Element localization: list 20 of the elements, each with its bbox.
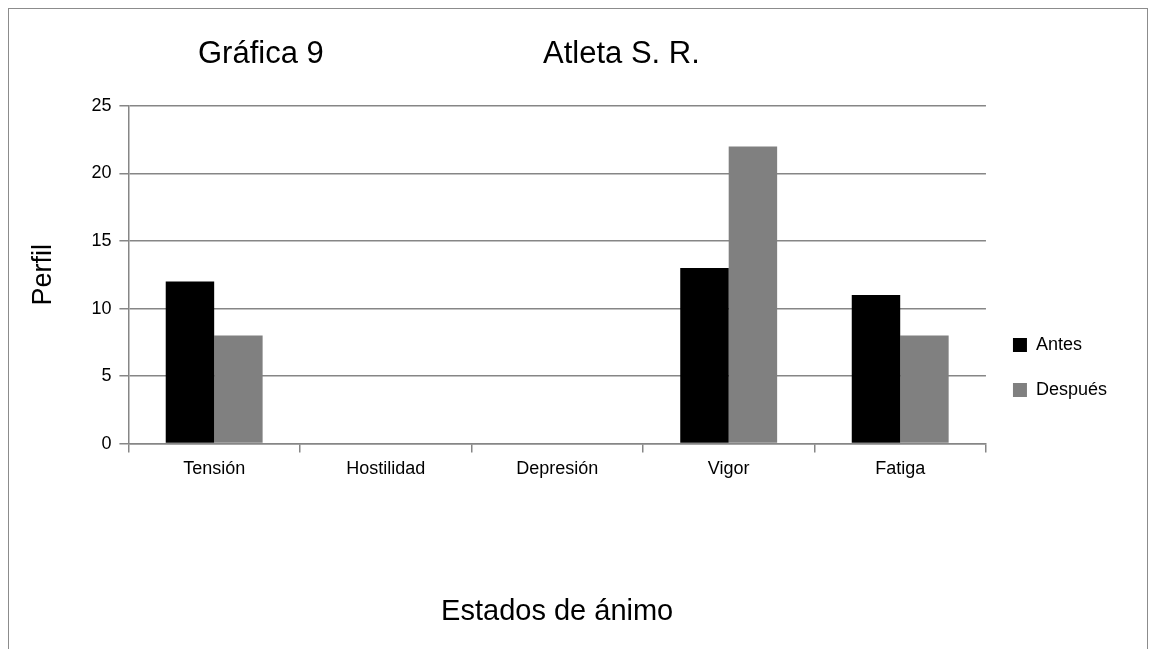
y-tick-label: 0 bbox=[101, 432, 112, 453]
legend-label: Antes bbox=[1035, 333, 1082, 354]
x-tick-label: Hostilidad bbox=[346, 458, 426, 479]
chart-title: Gráfica 9 bbox=[198, 35, 324, 71]
chart-subtitle: Atleta S. R. bbox=[543, 35, 700, 71]
x-tick-label: Tensión bbox=[183, 458, 246, 479]
x-tick-label: Vigor bbox=[707, 458, 750, 479]
bar bbox=[680, 268, 729, 443]
y-tick-label: 20 bbox=[91, 162, 112, 183]
bar bbox=[851, 295, 901, 443]
bar bbox=[165, 281, 215, 443]
legend-label: Después bbox=[1035, 378, 1107, 399]
x-tick-label: Depresión bbox=[516, 458, 599, 479]
x-tick-label: Fatiga bbox=[875, 458, 927, 479]
y-tick-label: 15 bbox=[91, 230, 112, 251]
y-tick-label: 25 bbox=[91, 94, 112, 115]
y-tick-label: 5 bbox=[101, 365, 112, 386]
y-axis-title: Perfil bbox=[26, 244, 57, 306]
y-tick-label: 10 bbox=[91, 297, 112, 318]
x-axis-title: Estados de ánimo bbox=[441, 593, 674, 626]
